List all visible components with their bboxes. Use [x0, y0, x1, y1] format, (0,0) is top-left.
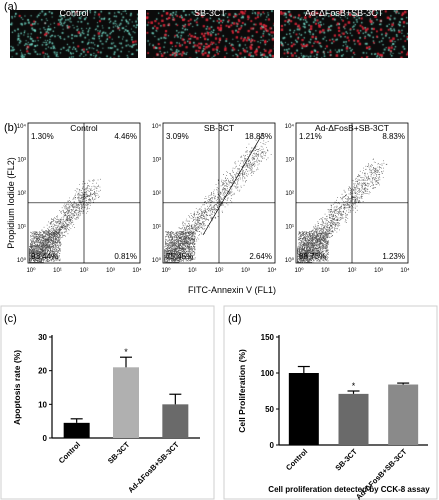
y-tick-label: 20 [38, 367, 47, 376]
y-tick-label: 10¹ [285, 225, 294, 231]
bar [288, 373, 319, 445]
y-axis-label: Cell Proliferation (%) [237, 349, 247, 433]
y-tick-label: 10¹ [152, 225, 161, 231]
y-tick-label: 10² [285, 191, 294, 197]
flow-events [29, 178, 101, 263]
apoptosis-chart: 0 10 20 30 Apoptosis rate (%) Control * SB-3CTA… [0, 305, 215, 500]
x-tick-label: 10² [215, 268, 224, 274]
quadrant-ul-percent: 1.21% [299, 132, 322, 141]
y-tick-label: 10⁴ [17, 123, 27, 130]
y-tick-label: 10² [17, 191, 26, 197]
flow-ylabel: Propidium Iodide (FL2) [6, 157, 16, 249]
quadrant-ul-percent: 3.09% [166, 132, 189, 141]
y-tick-label: 10⁴ [152, 123, 162, 130]
x-tick-label: 10³ [106, 268, 115, 274]
bar [338, 393, 369, 445]
chart-frame [223, 305, 438, 500]
flow-plot-title: Ad-ΔFosB+SB-3CT [315, 123, 389, 133]
x-tick-label: 10¹ [188, 268, 197, 274]
y-tick-label: 10⁴ [285, 123, 295, 130]
flow-plot-title: SB-3CT [204, 123, 234, 133]
y-tick-label: 10¹ [17, 225, 26, 231]
flow-xlabel: FITC-Annexin V (FL1) [188, 285, 276, 295]
y-axis-label: Apoptosis rate (%) [12, 350, 22, 425]
x-tick-label: 10² [348, 268, 357, 274]
quadrant-lr-percent: 2.64% [249, 252, 272, 261]
x-tick-label: 10⁰ [294, 267, 304, 274]
quadrant-lr-percent: 0.81% [114, 252, 137, 261]
micrograph-cells [10, 10, 138, 58]
x-tick-label: 10⁴ [400, 267, 410, 274]
micrograph-cells [146, 10, 274, 58]
quadrant-ll-percent: 75.45% [166, 252, 193, 261]
y-tick-label: 10³ [285, 158, 294, 164]
micrograph-title: Ad-ΔFosB+SB-3CT [304, 10, 384, 18]
micrograph-title: Control [59, 10, 89, 18]
quadrant-ll-percent: 93.44% [31, 252, 58, 261]
y-tick-label: 30 [38, 333, 47, 342]
x-tick-label: 10⁴ [132, 267, 142, 274]
quadrant-ul-percent: 1.30% [31, 132, 54, 141]
flow-plot-title: Control [70, 123, 98, 133]
flow-events [297, 158, 388, 263]
y-tick-label: 10² [152, 191, 161, 197]
micrograph-cells [280, 10, 408, 58]
flow-events [164, 138, 272, 263]
chart-caption: Cell proliferation detected by CCK-8 ass… [268, 485, 430, 494]
gate-diagonal [202, 132, 264, 236]
x-tick-label: 10³ [241, 268, 250, 274]
y-tick-label: 10⁰ [17, 257, 27, 264]
quadrant-lr-percent: 1.23% [382, 252, 405, 261]
panel-label-d: (d) [228, 313, 242, 325]
y-tick-label: 10⁰ [152, 257, 162, 264]
flow-plot: Control 1.30% 4.46% 93.44% 0.81% 10⁰ 10⁰ 10¹ 10¹… [17, 122, 142, 274]
y-tick-label: 10⁰ [285, 257, 295, 264]
micrograph-adfosb-sb3ct: Ad-ΔFosB+SB-3CT [280, 10, 408, 58]
x-tick-label: SB-3CT [106, 440, 132, 466]
bar [162, 404, 189, 438]
x-tick-label: 10³ [374, 268, 383, 274]
panel-label-c: (c) [4, 313, 17, 325]
micrograph-title: SB-3CT [193, 10, 226, 18]
quadrant-ur-percent: 8.83% [382, 132, 405, 141]
flow-cytometry-figure: Propidium Iodide (FL2) FITC-Annexin V (F… [6, 122, 410, 295]
y-tick-label: 100 [261, 369, 275, 378]
y-tick-label: 0 [43, 434, 48, 443]
bar [388, 384, 419, 445]
y-tick-label: 150 [261, 333, 275, 342]
y-tick-label: 10³ [152, 158, 161, 164]
quadrant-ur-percent: 4.46% [114, 132, 137, 141]
y-tick-label: 10 [38, 400, 47, 409]
x-tick-label: 10² [80, 268, 89, 274]
quadrant-ll-percent: 88.73% [299, 252, 326, 261]
significance-marker: * [352, 381, 356, 391]
y-tick-label: 10³ [17, 158, 26, 164]
x-tick-label: SB-3CT [333, 447, 359, 473]
bar [113, 367, 139, 438]
x-tick-label: 10¹ [321, 268, 330, 274]
cell-proliferation-chart: Cell proliferation detected by CCK-8 ass… [223, 305, 438, 500]
chart-frame [0, 305, 215, 500]
bar [63, 422, 90, 438]
y-tick-label: 50 [265, 405, 274, 414]
x-tick-label: 10⁰ [161, 267, 171, 274]
x-tick-label: 10⁰ [26, 267, 36, 274]
micrograph-control: Control [10, 10, 138, 58]
x-tick-label: Control [284, 447, 309, 472]
x-tick-label: 10⁴ [267, 267, 277, 274]
y-tick-label: 0 [270, 441, 275, 450]
x-tick-label: Ad-ΔFosB+SB-3CT [126, 440, 181, 495]
x-tick-label: 10¹ [53, 268, 62, 274]
panel-label-b: (b) [4, 122, 18, 134]
flow-plot: SB-3CT 3.09% 18.83% 75.45% 2.64% 10⁰ 10⁰ 10¹ 10¹… [152, 122, 277, 274]
x-tick-label: Control [57, 440, 82, 465]
micrograph-sb3ct: SB-3CT [146, 10, 274, 58]
significance-marker: * [124, 347, 128, 357]
quadrant-ur-percent: 18.83% [245, 132, 272, 141]
